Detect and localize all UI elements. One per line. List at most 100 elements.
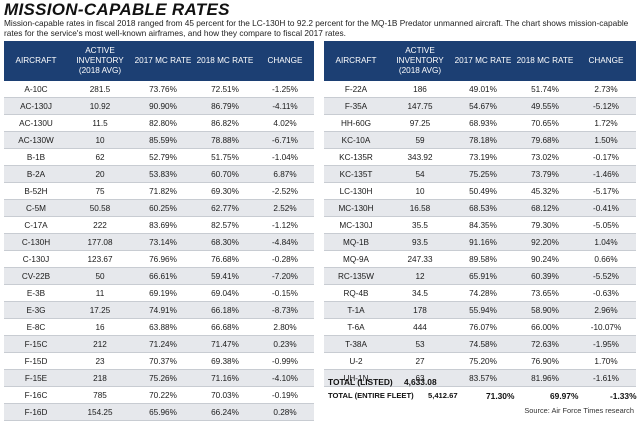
cell-inventory: 63 [388,369,452,387]
cell-aircraft: C-17A [4,216,68,234]
table-row: F-15D 23 70.37% 69.38% -0.99% [4,352,314,370]
cell-2017-rate: 75.25% [452,165,514,183]
cell-2017-rate: 65.96% [132,403,194,421]
cell-2017-rate: 53.83% [132,165,194,183]
cell-2017-rate: 73.14% [132,233,194,251]
table-row: B-52H 75 71.82% 69.30% -2.52% [4,182,314,200]
table-header-row: AIRCRAFT ACTIVE INVENTORY (2018 AVG) 201… [4,41,314,81]
cell-change: -1.12% [256,216,314,234]
cell-change: -6.71% [256,131,314,149]
intro-text: Mission-capable rates in fiscal 2018 ran… [4,18,629,38]
header-2018-mc-rate: 2018 MC RATE [514,41,576,81]
cell-aircraft: RC-135W [324,267,388,285]
cell-2018-rate: 71.16% [194,369,256,387]
total-fleet-value: 5,412.67 [428,391,458,400]
cell-2018-rate: 81.96% [514,369,576,387]
cell-aircraft: CV-22B [4,267,68,285]
table-row: MQ-9A 247.33 89.58% 90.24% 0.66% [324,250,636,268]
cell-change: -5.52% [576,267,636,285]
cell-2018-rate: 70.65% [514,114,576,132]
cell-inventory: 16 [68,318,132,336]
cell-2018-rate: 66.24% [194,403,256,421]
cell-change: -1.04% [256,148,314,166]
cell-2017-rate: 66.61% [132,267,194,285]
cell-2017-rate: 49.01% [452,81,514,98]
cell-inventory: 10.92 [68,97,132,115]
cell-2018-rate: 76.90% [514,352,576,370]
cell-2018-rate: 79.68% [514,131,576,149]
cell-aircraft: T-6A [324,318,388,336]
cell-aircraft: MC-130H [324,199,388,217]
cell-change: -0.28% [256,250,314,268]
table-row: UH-1N 63 83.57% 81.96% -1.61% [324,369,636,387]
cell-2017-rate: 71.82% [132,182,194,200]
cell-change: 6.87% [256,165,314,183]
cell-aircraft: F-22A [324,81,388,98]
cell-aircraft: KC-135R [324,148,388,166]
cell-change: 2.96% [576,301,636,319]
cell-inventory: 93.5 [388,233,452,251]
cell-change: 2.52% [256,199,314,217]
cell-change: -4.84% [256,233,314,251]
cell-change: -0.17% [576,148,636,166]
cell-inventory: 10 [388,182,452,200]
cell-2017-rate: 69.19% [132,284,194,302]
cell-inventory: 75 [68,182,132,200]
table-row: C-130H 177.08 73.14% 68.30% -4.84% [4,233,314,251]
cell-2018-rate: 78.88% [194,131,256,149]
cell-aircraft: T-1A [324,301,388,319]
cell-2017-rate: 76.96% [132,250,194,268]
cell-aircraft: MQ-1B [324,233,388,251]
cell-change: -7.20% [256,267,314,285]
table-row: HH-60G 97.25 68.93% 70.65% 1.72% [324,114,636,132]
cell-inventory: 444 [388,318,452,336]
cell-2018-rate: 68.12% [514,199,576,217]
cell-inventory: 186 [388,81,452,98]
cell-2017-rate: 70.37% [132,352,194,370]
cell-aircraft: AC-130U [4,114,68,132]
cell-2017-rate: 54.67% [452,97,514,115]
cell-inventory: 27 [388,352,452,370]
cell-aircraft: UH-1N [324,369,388,387]
cell-aircraft: A-10C [4,81,68,98]
table-row: AC-130W 10 85.59% 78.88% -6.71% [4,131,314,149]
cell-inventory: 785 [68,386,132,404]
cell-2018-rate: 49.55% [514,97,576,115]
cell-inventory: 178 [388,301,452,319]
cell-2018-rate: 60.70% [194,165,256,183]
cell-2018-rate: 66.18% [194,301,256,319]
header-active-inventory: ACTIVE INVENTORY (2018 AVG) [388,41,452,81]
cell-change: 1.70% [576,352,636,370]
source-note: Source: Air Force Times research [524,406,634,415]
table-row: F-15E 218 75.26% 71.16% -4.10% [4,369,314,387]
cell-aircraft: C-130H [4,233,68,251]
cell-inventory: 222 [68,216,132,234]
cell-change: 0.28% [256,403,314,421]
cell-2018-rate: 59.41% [194,267,256,285]
cell-aircraft: F-15D [4,352,68,370]
cell-inventory: 54 [388,165,452,183]
cell-2017-rate: 90.90% [132,97,194,115]
cell-inventory: 343.92 [388,148,452,166]
table-row: MC-130H 16.58 68.53% 68.12% -0.41% [324,199,636,217]
header-change: CHANGE [576,41,636,81]
table-row: RQ-4B 34.5 74.28% 73.65% -0.63% [324,284,636,302]
cell-2017-rate: 91.16% [452,233,514,251]
cell-change: -5.17% [576,182,636,200]
cell-2017-rate: 84.35% [452,216,514,234]
cell-2017-rate: 83.57% [452,369,514,387]
cell-inventory: 62 [68,148,132,166]
table-row: E-8C 16 63.88% 66.68% 2.80% [4,318,314,336]
cell-aircraft: T-38A [324,335,388,353]
total-fleet-2017: 71.30% [486,391,515,401]
table-row: C-130J 123.67 76.96% 76.68% -0.28% [4,250,314,268]
cell-2018-rate: 86.82% [194,114,256,132]
cell-2017-rate: 65.91% [452,267,514,285]
cell-2017-rate: 74.58% [452,335,514,353]
table-row: U-2 27 75.20% 76.90% 1.70% [324,352,636,370]
cell-inventory: 97.25 [388,114,452,132]
total-listed-value: 4,633.08 [404,377,437,387]
table-row: F-16C 785 70.22% 70.03% -0.19% [4,386,314,404]
cell-aircraft: F-15E [4,369,68,387]
table-row: A-10C 281.5 73.76% 72.51% -1.25% [4,81,314,98]
